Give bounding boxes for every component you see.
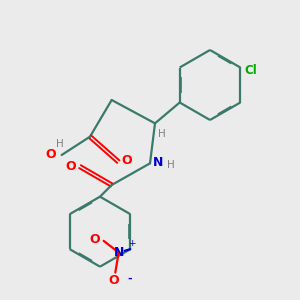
Text: +: + bbox=[128, 239, 136, 248]
Text: O: O bbox=[122, 154, 132, 167]
Text: N: N bbox=[153, 156, 163, 169]
Text: H: H bbox=[56, 139, 64, 149]
Text: Cl: Cl bbox=[244, 64, 257, 77]
Text: O: O bbox=[108, 274, 119, 287]
Text: O: O bbox=[90, 233, 100, 246]
Text: O: O bbox=[45, 148, 56, 161]
Text: -: - bbox=[127, 274, 132, 284]
Text: N: N bbox=[113, 246, 124, 259]
Text: H: H bbox=[167, 160, 175, 170]
Text: O: O bbox=[65, 160, 76, 173]
Text: H: H bbox=[158, 129, 165, 139]
